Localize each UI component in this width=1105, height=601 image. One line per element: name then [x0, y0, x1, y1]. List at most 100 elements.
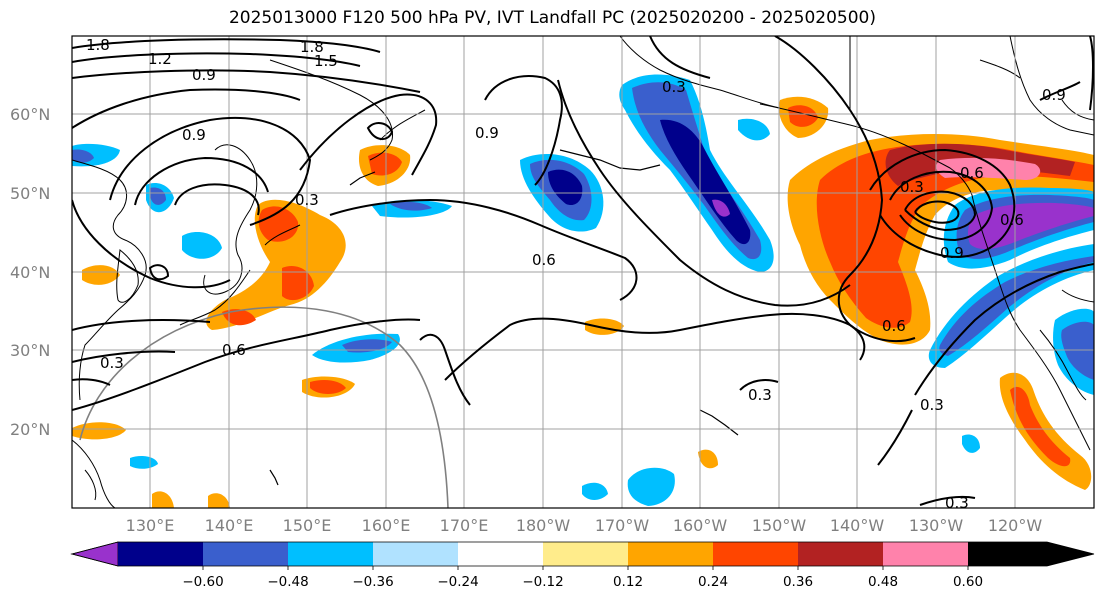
lon-label: 140°W — [830, 516, 885, 535]
contour-label: 0.9 — [1042, 86, 1066, 104]
lon-label: 150°E — [283, 516, 332, 535]
colorbar-ticks — [202, 566, 969, 570]
contour-label: 1.8 — [86, 36, 110, 54]
contour-label: 0.6 — [882, 317, 906, 335]
fill-negative — [712, 199, 730, 217]
fill-negative — [150, 187, 166, 205]
fill-positive — [72, 422, 126, 440]
fill-negative — [72, 149, 94, 163]
pv-anomaly-fills — [72, 74, 1094, 508]
colorbar-bin — [798, 542, 883, 566]
colorbar-tick-label: −0.60 — [182, 574, 223, 590]
fill-negative — [182, 232, 222, 259]
landfall-region-circle — [79, 306, 449, 508]
longitude-labels: 130°E 140°E 150°E 160°E 170°E 180°W 170°… — [126, 516, 1043, 535]
colorbar: −0.60 −0.48 −0.36 −0.24 −0.12 0.12 0.24 … — [70, 541, 1095, 590]
fill-positive — [368, 152, 402, 176]
contour-label: 0.3 — [662, 78, 686, 96]
colorbar-bin — [883, 542, 968, 566]
contour-label: 0.3 — [295, 191, 319, 209]
colorbar-extend-low — [70, 541, 119, 567]
contour-label: 0.9 — [182, 126, 206, 144]
colorbar-bin — [543, 542, 628, 566]
colorbar-bin — [628, 542, 713, 566]
lon-label: 150°W — [752, 516, 807, 535]
graticule — [72, 36, 1094, 508]
colorbar-tick-label: 0.48 — [868, 574, 898, 590]
island-chains — [269, 149, 739, 486]
fill-positive — [206, 199, 346, 330]
fill-positive — [222, 309, 256, 326]
fill-negative — [1061, 321, 1094, 380]
contour-label: 0.3 — [920, 396, 944, 414]
fill-negative — [342, 339, 392, 353]
colorbar-tick-label: −0.48 — [267, 574, 308, 590]
fill-positive — [310, 380, 346, 394]
fill-negative — [130, 456, 158, 469]
coastlines — [72, 36, 1094, 508]
contour-labels: 1.8 1.2 0.9 1.8 1.5 0.9 0.9 0.3 0.6 0.6 … — [86, 36, 1066, 512]
lat-label: 20°N — [10, 420, 50, 439]
map-frame — [71, 35, 1095, 509]
fill-negative — [962, 434, 980, 453]
lat-label: 30°N — [10, 341, 50, 360]
contour-label: 1.8 — [300, 38, 324, 56]
fill-negative — [939, 256, 1094, 356]
lon-label: 170°E — [440, 516, 489, 535]
fill-positive — [152, 491, 174, 508]
contour-label: 1.5 — [314, 52, 338, 70]
figure-title: 2025013000 F120 500 hPa PV, IVT Landfall… — [228, 8, 876, 28]
lon-label: 130°W — [909, 516, 964, 535]
pv-contours — [72, 36, 1094, 506]
colorbar-tick-label: −0.12 — [522, 574, 563, 590]
fill-negative — [967, 202, 1094, 250]
lon-label: 160°E — [362, 516, 411, 535]
colorbar-tick-label: −0.24 — [437, 574, 478, 590]
lat-label: 60°N — [10, 105, 50, 124]
contour-label: 1.2 — [148, 50, 172, 68]
fill-positive — [1010, 386, 1071, 467]
lat-label: 50°N — [10, 184, 50, 203]
contour-label: 0.6 — [222, 341, 246, 359]
fill-negative — [738, 118, 770, 141]
colorbar-bin — [373, 542, 458, 566]
fill-positive — [82, 265, 120, 285]
fill-positive — [788, 105, 818, 127]
lon-label: 130°E — [126, 516, 175, 535]
contour-label: 0.6 — [532, 251, 556, 269]
fill-negative — [582, 482, 608, 500]
lon-label: 160°W — [673, 516, 728, 535]
fill-negative — [390, 201, 432, 211]
fill-positive — [282, 266, 314, 301]
colorbar-extend-high — [968, 542, 1094, 566]
fill-positive — [258, 206, 299, 242]
lat-label: 40°N — [10, 263, 50, 282]
colorbar-tick-label: −0.36 — [352, 574, 393, 590]
fill-positive — [208, 493, 230, 508]
lon-label: 120°W — [988, 516, 1043, 535]
contour-label: 0.9 — [475, 124, 499, 142]
colorbar-tick-label: 0.60 — [953, 574, 983, 590]
fill-positive — [816, 143, 1094, 328]
colorbar-bin — [458, 542, 543, 566]
fill-positive — [698, 449, 718, 469]
latitude-labels: 60°N 50°N 40°N 30°N 20°N — [10, 105, 50, 439]
lon-label: 170°W — [595, 516, 650, 535]
contour-label: 0.3 — [748, 386, 772, 404]
contour-label: 0.3 — [900, 178, 924, 196]
fill-negative — [627, 467, 675, 506]
lon-label: 180°W — [516, 516, 571, 535]
contour-label: 0.6 — [960, 164, 984, 182]
colorbar-bin — [118, 542, 203, 566]
colorbar-tick-label: 0.12 — [613, 574, 643, 590]
contour-label: 0.3 — [945, 494, 969, 512]
contour-label: 0.3 — [100, 354, 124, 372]
contour-label: 0.9 — [940, 244, 964, 262]
fill-negative — [548, 169, 583, 206]
fill-positive — [585, 318, 624, 335]
colorbar-bin — [713, 542, 798, 566]
colorbar-tick-label: 0.36 — [783, 574, 813, 590]
lon-label: 140°E — [205, 516, 254, 535]
colorbar-bin — [288, 542, 373, 566]
